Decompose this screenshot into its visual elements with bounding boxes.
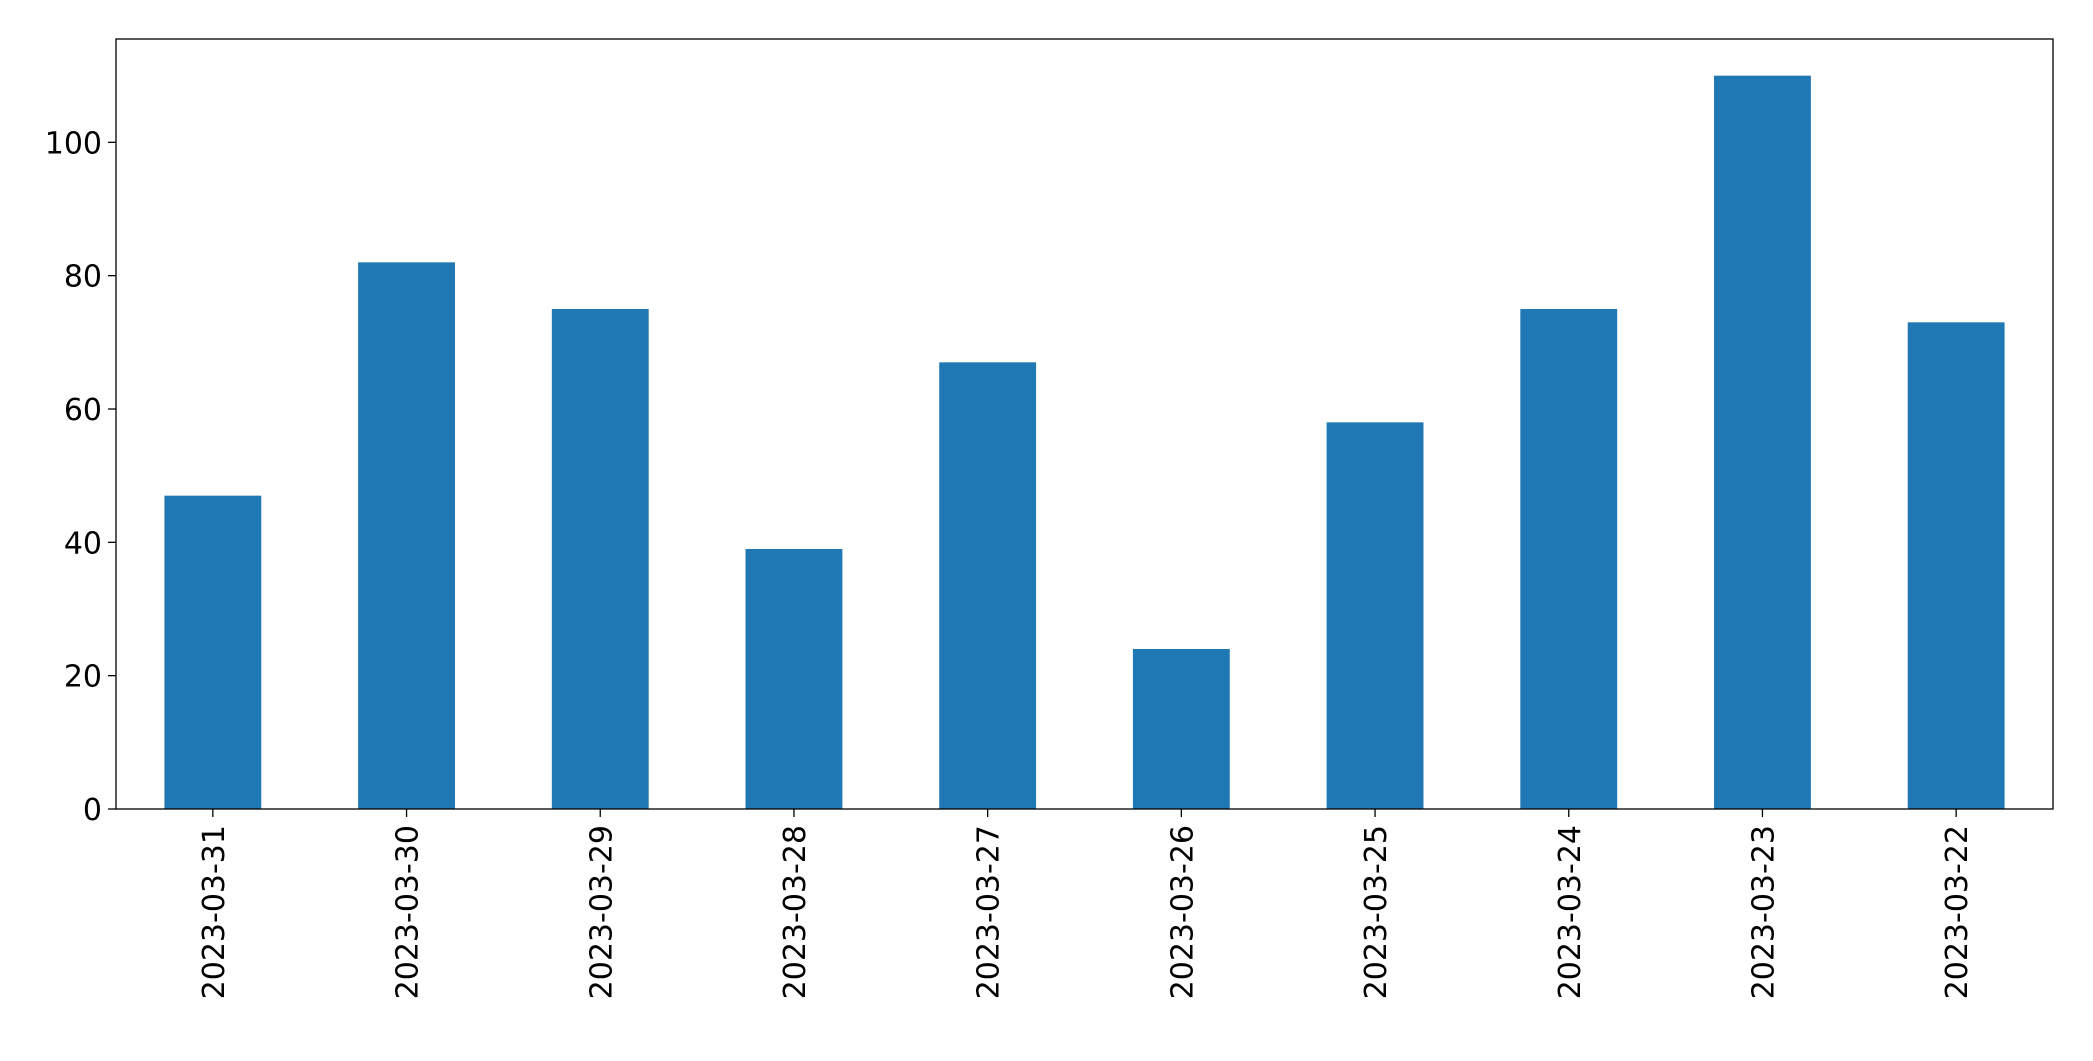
bar [1714, 75, 1811, 809]
x-tick-label: 2023-03-26 [1165, 825, 1200, 999]
bar [1326, 422, 1424, 809]
bar [1520, 309, 1618, 809]
y-tick-label: 20 [64, 660, 102, 695]
x-tick-label: 2023-03-31 [197, 825, 232, 999]
x-tick-label: 2023-03-23 [1746, 825, 1781, 999]
y-tick-label: 60 [64, 393, 102, 428]
bar [551, 309, 649, 809]
bar [1132, 649, 1230, 809]
bar [358, 262, 455, 809]
x-tick-label: 2023-03-25 [1359, 825, 1394, 999]
x-tick-label: 2023-03-22 [1940, 825, 1975, 999]
x-tick-label: 2023-03-24 [1553, 825, 1588, 999]
y-tick-label: 80 [64, 260, 102, 295]
bar [164, 495, 262, 809]
bar [1907, 322, 2005, 809]
axes-frame [115, 38, 2054, 810]
y-tick-label: 40 [64, 526, 102, 561]
x-tick-label: 2023-03-27 [972, 825, 1007, 999]
x-tick-label: 2023-03-29 [584, 825, 619, 999]
bar [745, 549, 843, 809]
x-tick-label: 2023-03-30 [391, 825, 426, 999]
y-tick-label: 100 [45, 126, 102, 161]
x-tick-label: 2023-03-28 [778, 825, 813, 999]
bar [939, 362, 1037, 809]
y-tick-label: 0 [83, 793, 102, 828]
